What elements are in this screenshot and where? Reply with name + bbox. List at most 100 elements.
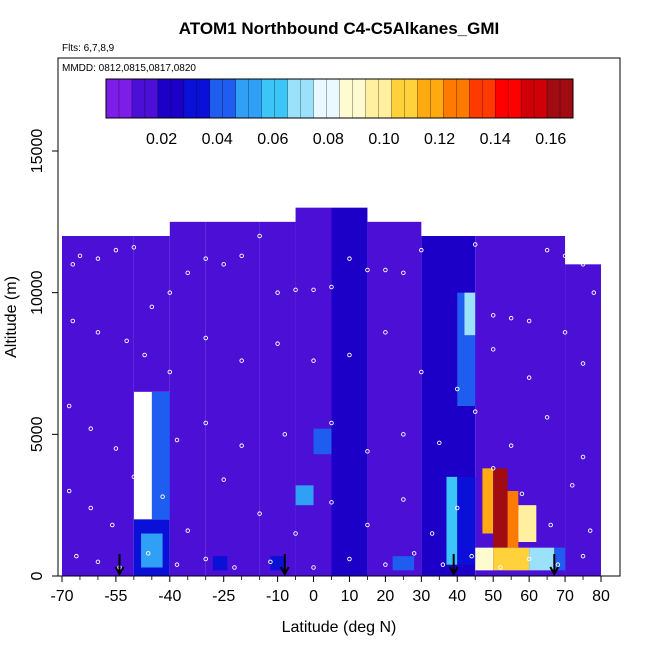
y-axis: 0 5000 10000 15000: [29, 129, 58, 580]
track-point-79: [519, 491, 525, 497]
track-point-99: [555, 562, 561, 567]
colorbar-tick-label-3: 0.08: [313, 131, 344, 148]
track-point-28: [562, 253, 568, 259]
track-point-8: [203, 256, 208, 261]
heatmap-cell-18: [482, 468, 494, 534]
heatmap-cell-20: [507, 491, 519, 548]
x-tick-label-6: 10: [341, 588, 359, 605]
track-point-22: [455, 228, 460, 233]
track-point-82: [587, 528, 593, 533]
track-point-24: [490, 313, 496, 318]
track-point-16: [347, 256, 352, 261]
flights-label: Flts: 6,7,8,9: [62, 43, 115, 54]
track-point-92: [347, 556, 352, 562]
track-point-58: [401, 432, 406, 437]
track-point-90: [268, 559, 273, 565]
heatmap-cell-16: [457, 476, 476, 565]
track-point-84: [95, 559, 101, 565]
x-tick-label-3: -25: [212, 588, 235, 605]
track-point-4: [131, 245, 137, 250]
track-point-69: [185, 528, 191, 533]
track-point-25: [508, 315, 514, 321]
track-point-64: [66, 488, 72, 494]
track-point-14: [311, 287, 316, 293]
x-tick-label-9: 40: [448, 588, 466, 605]
track-point-38: [275, 341, 280, 346]
x-tick-label-0: -70: [50, 588, 73, 605]
track-point-7: [185, 270, 191, 276]
track-point-96: [469, 553, 474, 559]
colorbar-swatch-12: [417, 79, 444, 118]
track-point-48: [66, 403, 72, 409]
track-point-56: [329, 420, 334, 426]
colorbar-swatch-5: [235, 79, 263, 118]
track-point-36: [203, 335, 208, 341]
track-point-76: [429, 531, 435, 536]
heatmap-cell-25: [141, 533, 163, 568]
heatmap-cell-0: [62, 236, 134, 576]
track-point-50: [113, 446, 119, 451]
heatmap-cell-4: [169, 221, 206, 577]
heatmap-cell-6: [259, 221, 296, 577]
track-point-1: [77, 253, 83, 259]
track-point-73: [329, 500, 334, 505]
colorbar-tick-label-7: 0.16: [535, 131, 566, 148]
colorbar-tick-label-6: 0.14: [480, 131, 511, 148]
colorbar-tick-label-1: 0.04: [202, 131, 233, 148]
heatmap-cell-24: [554, 547, 566, 571]
ascent-arrows: [114, 554, 560, 577]
track-point-19: [401, 270, 406, 276]
colorbar-tick-label-5: 0.12: [424, 131, 455, 148]
heatmap-cell-14: [565, 264, 601, 576]
heatmap-cell-27: [313, 428, 332, 455]
track-point-26: [526, 318, 532, 324]
colorbar-tick-label-4: 0.10: [368, 131, 399, 148]
x-tick-label-5: 0: [309, 588, 318, 605]
heatmap-cell-5: [205, 221, 260, 577]
x-tick-label-2: -40: [158, 588, 181, 605]
y-tick-label-2: 10000: [29, 270, 46, 315]
track-point-60: [472, 409, 478, 414]
track-point-23: [472, 242, 478, 247]
colorbar-tick-label-0: 0.02: [146, 131, 177, 148]
track-point-45: [526, 375, 532, 380]
arrow-marker-2: [448, 554, 459, 577]
track-point-68: [160, 494, 165, 499]
track-point-95: [440, 562, 446, 567]
track-point-94: [411, 551, 417, 556]
track-point-70: [221, 477, 226, 482]
heatmap-cell-23: [529, 547, 555, 571]
heatmap-cell-17: [475, 547, 494, 571]
track-point-61: [508, 443, 514, 448]
track-point-86: [145, 551, 151, 556]
track-point-55: [282, 432, 288, 437]
track-point-89: [232, 565, 237, 570]
track-point-51: [138, 417, 144, 423]
flight-track-points: [66, 225, 597, 570]
plot-frame: [57, 57, 621, 577]
x-tick-label-8: 30: [412, 588, 430, 605]
track-point-46: [562, 330, 568, 335]
track-point-18: [383, 267, 388, 273]
dates-label: MMDD: 0812,0815,0817,0820: [62, 63, 196, 74]
track-point-9: [221, 262, 226, 267]
track-point-0: [70, 262, 76, 267]
track-point-3: [113, 247, 119, 253]
heatmap-cells: [62, 207, 601, 577]
track-point-83: [74, 553, 79, 559]
track-point-52: [174, 437, 180, 443]
track-point-31: [70, 318, 76, 324]
track-point-87: [174, 562, 180, 567]
track-point-59: [437, 440, 442, 446]
track-point-44: [490, 347, 496, 352]
x-tick-label-10: 50: [484, 588, 502, 605]
track-point-34: [142, 352, 147, 358]
heatmap-cell-21: [518, 505, 537, 542]
heatmap-cell-30: [270, 556, 285, 571]
track-point-77: [455, 505, 460, 511]
x-tick-label-1: -55: [104, 588, 127, 605]
x-tick-label-12: 70: [556, 588, 574, 605]
heatmap-cell-22: [493, 547, 530, 571]
heatmap-cell-7: [295, 207, 332, 576]
